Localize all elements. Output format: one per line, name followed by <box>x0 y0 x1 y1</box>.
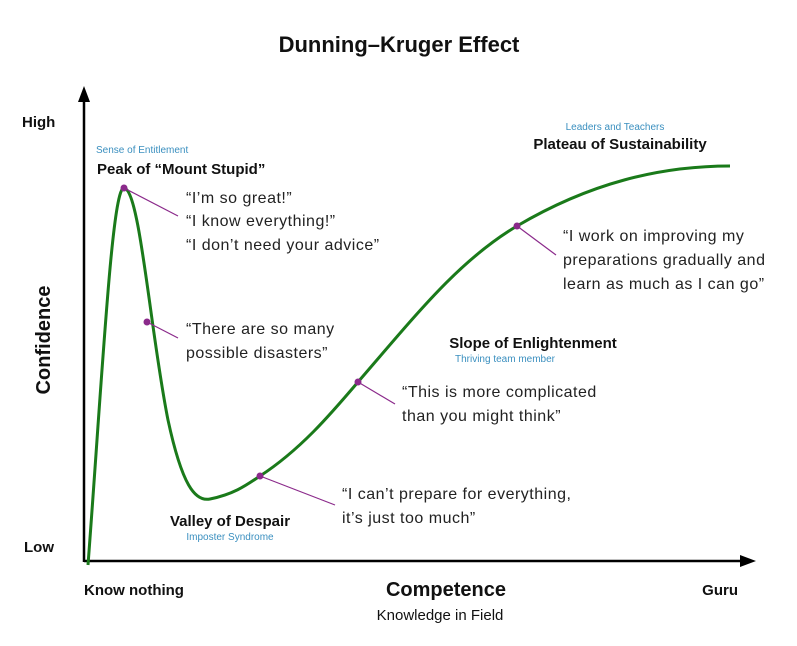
quote-line: “I can’t prepare for everything, <box>342 486 571 503</box>
point <box>513 222 521 230</box>
leader-line <box>357 381 396 405</box>
quote-line: “I know everything!” <box>186 213 336 230</box>
leader-line <box>516 225 557 256</box>
point <box>354 378 362 386</box>
stage-subtitle: Imposter Syndrome <box>186 532 274 543</box>
leaders <box>123 187 557 506</box>
curve <box>86 164 731 566</box>
quote-line: possible disasters” <box>186 345 328 362</box>
quote-line: learn as much as I can go” <box>563 276 765 293</box>
stage-name: Peak of “Mount Stupid” <box>97 161 265 178</box>
quote-line: “There are so many <box>186 321 335 338</box>
leader-line <box>123 187 179 217</box>
quote-line: “I work on improving my <box>563 228 744 245</box>
stage-subtitle: Leaders and Teachers <box>566 122 665 133</box>
y-label: Confidence <box>33 286 55 395</box>
y-low: Low <box>24 539 54 556</box>
x-label: Competence <box>386 579 506 601</box>
title: Dunning–Kruger Effect <box>279 32 520 57</box>
quote-line: “I’m so great!” <box>186 190 292 207</box>
leader-line <box>259 475 336 506</box>
x-low: Know nothing <box>84 582 184 599</box>
stage-name: Slope of Enlightenment <box>449 335 617 352</box>
leader-line <box>146 321 179 339</box>
stage-name: Plateau of Sustainability <box>533 136 707 153</box>
y-arrow <box>78 86 90 102</box>
point <box>143 318 151 326</box>
stage-subtitle: Sense of Entitlement <box>96 145 188 156</box>
y-high: High <box>22 114 55 131</box>
point <box>120 184 128 192</box>
point <box>256 472 264 480</box>
stage-subtitle: Thriving team member <box>455 354 556 365</box>
quote-line: “I don’t need your advice” <box>186 237 380 254</box>
x-high: Guru <box>702 582 738 599</box>
quote-line: “This is more complicated <box>402 384 597 401</box>
x-arrow <box>740 555 756 567</box>
quote-line: than you might think” <box>402 408 561 425</box>
x-sublabel: Knowledge in Field <box>377 607 504 624</box>
quote-line: it’s just too much” <box>342 510 476 527</box>
points <box>120 184 521 480</box>
quote-line: preparations gradually and <box>563 252 765 269</box>
stage-name: Valley of Despair <box>170 513 290 530</box>
